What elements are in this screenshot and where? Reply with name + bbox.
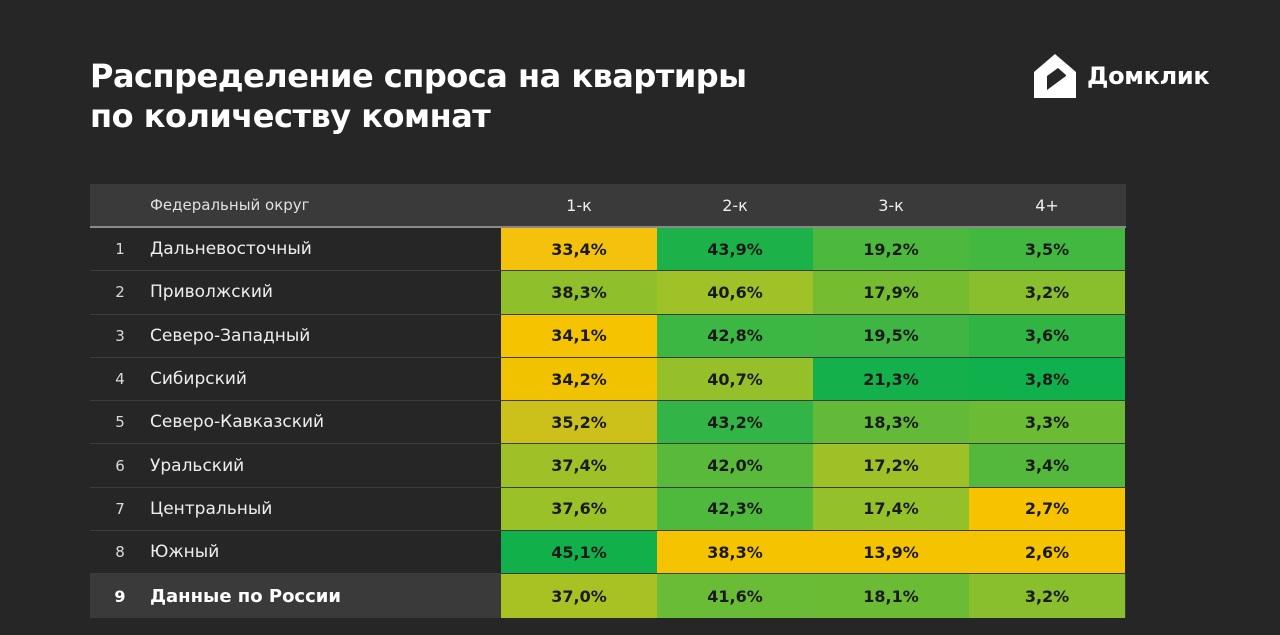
district-name: Южный [150,542,220,563]
heatmap-cell: 21,3% [813,357,969,401]
row-number: 4 [115,370,125,389]
table-row: 1 Дальневосточный 33,4% 43,9% 19,2% 3,5% [90,228,1126,272]
table-row: 6 Уральский 37,4% 42,0% 17,2% 3,4% [90,444,1126,488]
heatmap-cell: 42,3% [657,487,813,531]
row-number: 9 [114,586,126,606]
row-number: 8 [115,543,125,562]
table-header-row: Федеральный округ 1-к 2-к 3-к 4+ [90,184,1126,228]
heatmap-cell: 43,2% [657,401,813,444]
district-name: Дальневосточный [150,239,312,260]
heatmap-cell: 3,6% [969,314,1125,357]
heatmap-cell: 37,0% [501,574,657,618]
heatmap-cell: 42,0% [657,444,813,487]
heatmap-cell: 34,2% [501,357,657,401]
page-title-line-2: по количеству комнат [90,97,491,135]
heatmap-cell: 41,6% [657,574,813,618]
heatmap-cell: 42,8% [657,314,813,357]
heatmap-cell: 17,9% [813,271,969,314]
row-number: 5 [115,413,125,432]
heatmap-cell: 18,3% [813,401,969,444]
header-district-label: Федеральный округ [150,196,310,214]
table-row: 7 Центральный 37,6% 42,3% 17,4% 2,7% [90,487,1126,532]
heatmap-cell: 40,6% [657,271,813,314]
brand-name: Домклик [1087,62,1210,90]
brand-logo: Домклик [1032,52,1210,100]
district-name: Приволжский [150,282,273,303]
table-row: 4 Сибирский 34,2% 40,7% 21,3% 3,8% [90,357,1126,402]
district-name: Северо-Кавказский [150,412,325,433]
district-name: Сибирский [150,369,247,390]
row-number: 2 [115,283,125,302]
district-name: Уральский [150,455,245,476]
heatmap-cell: 13,9% [813,531,969,574]
domclick-logo-icon [1034,54,1076,98]
table-row: 5 Северо-Кавказский 35,2% 43,2% 18,3% 3,3% [90,401,1126,445]
heatmap-table: Федеральный округ 1-к 2-к 3-к 4+ 1 Дальне… [90,184,1126,618]
heatmap-cell: 2,7% [969,487,1125,531]
heatmap-cell: 37,6% [501,487,657,531]
column-header-1k: 1-к [566,195,592,215]
heatmap-cell: 19,5% [813,314,969,357]
heatmap-cell: 17,4% [813,487,969,531]
heatmap-cell: 3,8% [969,357,1125,401]
page-title: Распределение спроса на квартиры по коли… [90,56,747,136]
heatmap-cell: 17,2% [813,444,969,487]
heatmap-cell: 40,7% [657,357,813,401]
heatmap-cell: 33,4% [501,228,657,271]
heatmap-cell: 35,2% [501,401,657,444]
heatmap-cell: 2,6% [969,531,1125,574]
heatmap-cell: 38,3% [657,531,813,574]
district-name: Северо-Западный [150,325,311,346]
heatmap-cell: 3,3% [969,401,1125,444]
page-title-line-1: Распределение спроса на квартиры [90,57,747,95]
heatmap-cell: 18,1% [813,574,969,618]
district-name: Центральный [150,498,273,519]
district-name: Данные по России [150,585,341,607]
row-number: 3 [115,326,125,345]
heatmap-cell: 45,1% [501,531,657,574]
heatmap-cell: 38,3% [501,271,657,314]
row-number: 7 [115,499,125,518]
heatmap-cell: 37,4% [501,444,657,487]
column-header-3k: 3-к [878,195,904,215]
row-number: 6 [115,456,125,475]
header-number-cell [90,184,150,226]
heatmap-cell: 43,9% [657,228,813,271]
table-row: 3 Северо-Западный 34,1% 42,8% 19,5% 3,6% [90,314,1126,358]
table-row: 8 Южный 45,1% 38,3% 13,9% 2,6% [90,531,1126,575]
table-row-total: 9 Данные по России 37,0% 41,6% 18,1% 3,2% [90,574,1126,618]
heatmap-cell: 3,2% [969,271,1125,314]
heatmap-cell: 3,5% [969,228,1125,271]
heatmap-cell: 19,2% [813,228,969,271]
heatmap-cell: 3,2% [969,574,1125,618]
column-header-4plus: 4+ [1035,195,1059,215]
heatmap-cell: 34,1% [501,314,657,357]
table-row: 2 Приволжский 38,3% 40,6% 17,9% 3,2% [90,271,1126,315]
row-number: 1 [115,240,125,259]
heatmap-cell: 3,4% [969,444,1125,487]
column-header-2k: 2-к [722,195,748,215]
